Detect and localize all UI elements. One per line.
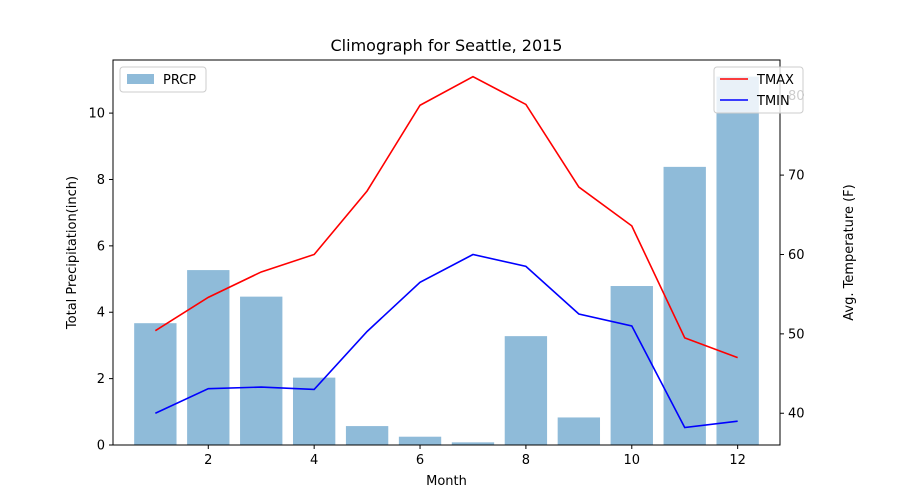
prcp-legend-swatch <box>127 74 154 84</box>
y-right-tick-label: 70 <box>788 169 805 184</box>
plot-frame <box>112 59 781 446</box>
legend-precipitation: PRCP <box>119 66 207 93</box>
tmin-line <box>155 253 738 429</box>
legend-temperature: TMAX TMIN <box>713 66 804 114</box>
x-tick-label: 4 <box>310 453 318 468</box>
y-left-tick-label: 10 <box>88 107 105 122</box>
x-tick-label: 10 <box>624 453 641 468</box>
prcp-bar <box>451 442 495 445</box>
prcp-bar <box>716 76 759 446</box>
prcp-bar <box>504 336 548 445</box>
y-axis-right: 4050607080 <box>780 89 805 422</box>
y-left-tick-label: 4 <box>97 306 105 321</box>
prcp-legend-label: PRCP <box>163 73 196 88</box>
y-right-tick-label: 50 <box>788 327 805 342</box>
y-axis-right-label: Avg. Temperature (F) <box>842 184 857 320</box>
x-tick-label: 12 <box>729 453 746 468</box>
x-tick-label: 8 <box>522 453 530 468</box>
legend-box <box>119 66 207 93</box>
y-right-tick-label: 40 <box>788 407 805 422</box>
prcp-bar <box>134 323 177 445</box>
x-axis: 2 4 6 8 10 12 <box>204 445 746 468</box>
prcp-bar <box>663 166 706 445</box>
y-axis-left-label: Total Precipitation(inch) <box>65 176 80 330</box>
y-left-tick-label: 0 <box>97 439 105 454</box>
prcp-bar <box>292 377 336 445</box>
y-left-tick-label: 2 <box>97 372 105 387</box>
x-axis-label: Month <box>426 474 467 489</box>
prcp-bar <box>398 436 442 445</box>
y-left-tick-label: 6 <box>97 239 105 254</box>
y-axis-left: 0 2 4 6 8 10 <box>88 107 113 454</box>
prcp-bar <box>345 426 389 445</box>
tmax-legend-label: TMAX <box>756 73 794 88</box>
y-right-tick-label: 60 <box>788 248 805 263</box>
x-tick-label: 2 <box>204 453 212 468</box>
prcp-bar <box>240 296 283 445</box>
chart-title: Climograph for Seattle, 2015 <box>331 36 563 55</box>
temperature-lines <box>154 75 738 429</box>
prcp-bar <box>187 270 230 445</box>
prcp-bar <box>610 286 653 445</box>
tmax-line <box>154 75 738 359</box>
precipitation-bars <box>134 76 759 446</box>
tmin-legend-label: TMIN <box>756 94 790 109</box>
prcp-bar <box>557 417 601 445</box>
y-left-tick-label: 8 <box>97 173 105 188</box>
x-tick-label: 6 <box>416 453 424 468</box>
